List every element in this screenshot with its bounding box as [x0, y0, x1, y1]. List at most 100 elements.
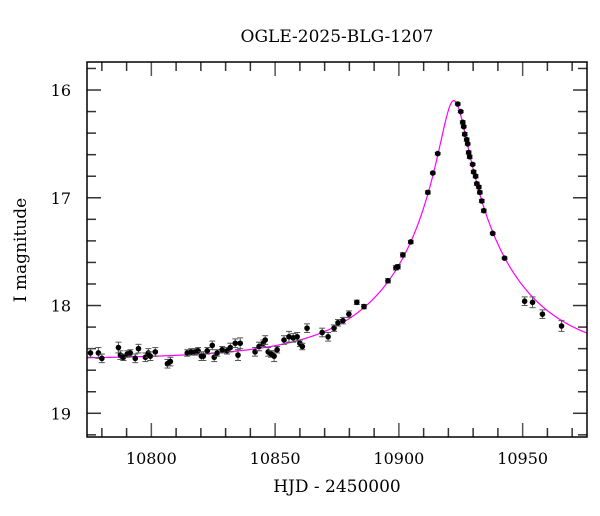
- data-point: [461, 131, 468, 137]
- data-point: [399, 252, 406, 258]
- point-marker: [271, 353, 277, 359]
- point-marker: [454, 101, 461, 107]
- point-marker: [521, 298, 528, 305]
- data-point: [424, 189, 431, 196]
- point-marker: [200, 353, 207, 359]
- data-point: [299, 342, 306, 351]
- point-marker: [235, 352, 241, 358]
- data-point: [539, 309, 546, 319]
- data-point: [475, 184, 482, 190]
- point-marker: [152, 349, 159, 355]
- point-marker: [400, 252, 406, 258]
- data-point: [457, 108, 464, 115]
- data-point: [501, 255, 508, 261]
- tick-labels: 10800 10850 10900 10950 16 17 18 19: [51, 81, 548, 468]
- data-point: [529, 296, 536, 309]
- point-marker: [461, 131, 468, 137]
- data-point: [98, 353, 105, 364]
- data-point: [256, 341, 263, 352]
- point-marker: [457, 108, 464, 115]
- point-marker: [87, 350, 94, 356]
- point-marker: [95, 350, 102, 356]
- data-point: [290, 333, 297, 343]
- point-marker: [472, 173, 479, 180]
- data-point: [521, 296, 528, 307]
- data-point: [167, 356, 174, 367]
- point-marker: [480, 207, 487, 214]
- data-point: [262, 335, 269, 345]
- point-marker: [195, 347, 201, 354]
- y-tick-label: 16: [51, 81, 71, 100]
- point-marker: [395, 263, 401, 270]
- point-marker: [489, 230, 496, 237]
- x-tick-label: 10800: [126, 449, 177, 468]
- point-marker: [135, 345, 142, 352]
- point-marker: [476, 184, 482, 190]
- data-point: [360, 303, 367, 310]
- plot-frame: [86, 61, 588, 438]
- point-marker: [429, 170, 436, 176]
- data-point: [135, 343, 142, 354]
- data-point: [334, 319, 341, 327]
- point-marker: [120, 354, 127, 361]
- data-point: [480, 207, 487, 214]
- y-tick-label: 17: [51, 189, 71, 208]
- data-point: [214, 349, 221, 357]
- point-marker: [331, 325, 337, 331]
- point-marker: [147, 353, 154, 359]
- data-point: [147, 351, 154, 361]
- point-marker: [346, 311, 352, 317]
- data-point: [454, 101, 461, 107]
- data-point: [434, 150, 441, 157]
- point-marker: [209, 342, 216, 349]
- data-point: [489, 230, 496, 237]
- data-point: [466, 154, 473, 160]
- point-marker: [501, 255, 508, 261]
- point-marker: [325, 333, 331, 340]
- point-marker: [115, 344, 122, 351]
- point-marker: [407, 239, 414, 245]
- point-marker: [132, 355, 139, 362]
- data-point: [384, 277, 391, 284]
- y-tick-label: 18: [51, 297, 71, 316]
- point-marker: [335, 319, 341, 326]
- data-point: [460, 123, 467, 130]
- point-marker: [237, 340, 244, 347]
- data-point: [339, 316, 346, 325]
- data-point: [331, 324, 338, 332]
- point-marker: [463, 136, 470, 143]
- data-point: [353, 299, 360, 306]
- data-point: [429, 170, 436, 176]
- data-point: [132, 353, 139, 364]
- data-point: [281, 335, 288, 345]
- point-marker: [274, 346, 280, 353]
- point-marker: [558, 323, 565, 329]
- data-point: [204, 347, 211, 355]
- point-marker: [340, 317, 346, 324]
- data-point: [237, 337, 244, 350]
- point-marker: [219, 346, 225, 353]
- data-point: [234, 349, 241, 361]
- data-point: [209, 340, 216, 351]
- point-marker: [539, 311, 546, 317]
- plot-area: [86, 100, 588, 369]
- y-tick-label: 19: [51, 404, 71, 423]
- data-point: [152, 347, 159, 357]
- point-marker: [167, 358, 174, 365]
- point-marker: [188, 349, 195, 355]
- data-point: [459, 119, 466, 126]
- data-point: [473, 180, 480, 187]
- point-marker: [460, 123, 467, 130]
- point-marker: [256, 343, 262, 350]
- point-marker: [127, 350, 134, 356]
- point-marker: [252, 349, 258, 355]
- data-point: [304, 323, 311, 333]
- x-tick-label: 10900: [373, 449, 424, 468]
- data-point: [463, 136, 470, 143]
- data-point: [472, 173, 479, 180]
- y-axis-label: I magnitude: [11, 198, 31, 302]
- point-marker: [286, 333, 292, 340]
- point-marker: [281, 337, 287, 343]
- data-point: [345, 310, 352, 318]
